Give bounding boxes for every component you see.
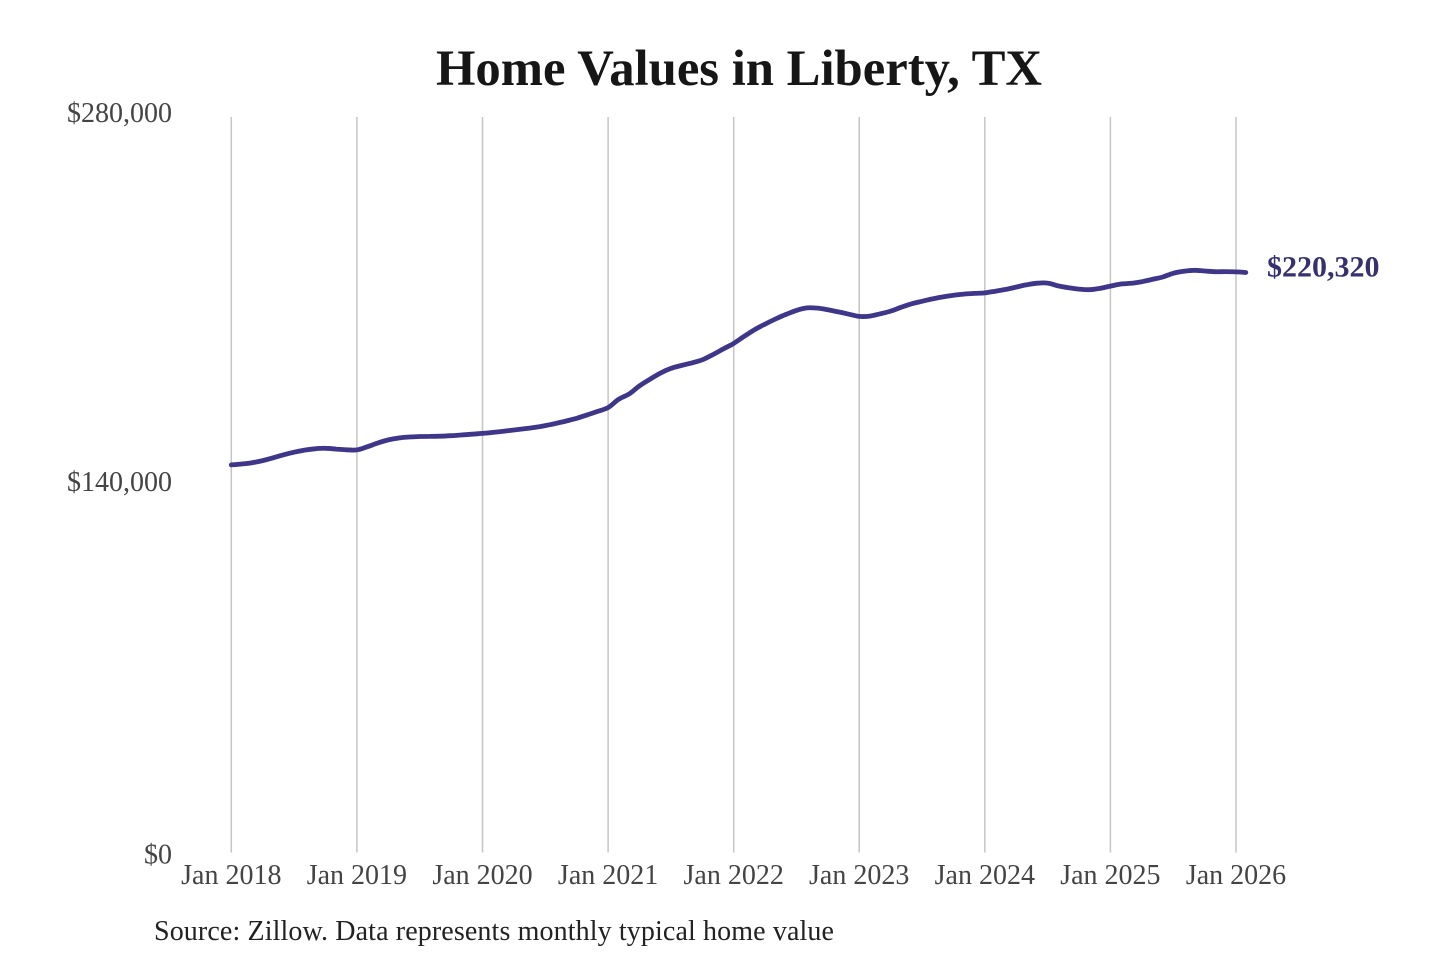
svg-text:Source: Zillow. Data represent: Source: Zillow. Data represents monthly … [154, 916, 834, 947]
svg-text:Jan 2019: Jan 2019 [307, 860, 407, 891]
svg-text:Jan 2020: Jan 2020 [432, 860, 532, 891]
svg-text:Jan 2023: Jan 2023 [809, 860, 909, 891]
svg-text:Jan 2026: Jan 2026 [1186, 860, 1286, 891]
svg-text:$0: $0 [144, 840, 172, 871]
svg-text:$220,320: $220,320 [1267, 251, 1380, 284]
svg-text:$140,000: $140,000 [67, 467, 172, 498]
svg-text:Jan 2024: Jan 2024 [935, 860, 1035, 891]
svg-text:Jan 2018: Jan 2018 [181, 860, 281, 891]
svg-text:Jan 2025: Jan 2025 [1060, 860, 1160, 891]
svg-text:$280,000: $280,000 [67, 98, 172, 129]
svg-text:Jan 2022: Jan 2022 [684, 860, 784, 891]
svg-text:Jan 2021: Jan 2021 [558, 860, 658, 891]
svg-text:Home Values in Liberty, TX: Home Values in Liberty, TX [436, 40, 1042, 96]
